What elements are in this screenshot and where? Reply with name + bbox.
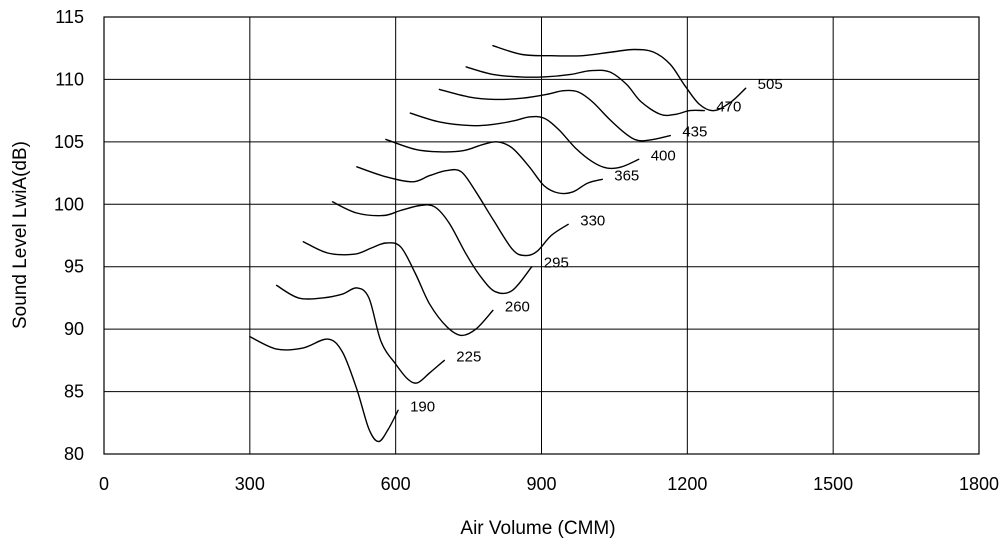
curve-label-400: 400	[651, 147, 676, 164]
curve-labels: 190 225 260 295 330 365 400 435 470 505	[410, 76, 783, 415]
y-tick-label: 85	[64, 382, 84, 402]
x-tick-label: 0	[99, 474, 109, 494]
curve-505	[492, 45, 747, 112]
curve-label-365: 365	[614, 167, 639, 184]
x-tick-labels: 0 300 600 900 1200 1500 1800	[99, 474, 999, 494]
curve-435	[438, 88, 671, 142]
curve-label-295: 295	[544, 255, 569, 272]
x-tick-label: 600	[381, 474, 411, 494]
curve-365	[385, 138, 603, 195]
curve-label-190: 190	[410, 398, 435, 415]
y-tick-label: 100	[54, 194, 84, 214]
plot-frame	[103, 16, 980, 455]
x-axis-title: Air Volume (CMM)	[460, 518, 615, 539]
curve-label-470: 470	[716, 99, 741, 116]
curves	[249, 45, 747, 443]
grid	[104, 17, 979, 454]
y-tick-labels: 80 85 90 95 100 105 110 115	[54, 7, 84, 464]
curve-label-330: 330	[580, 212, 605, 229]
curve-225	[275, 284, 445, 384]
curve-330	[356, 166, 569, 257]
y-tick-label: 115	[55, 7, 84, 27]
x-tick-label: 1800	[959, 474, 999, 494]
y-axis-title: Sound Level LwiA(dB)	[10, 141, 31, 329]
curve-295	[331, 201, 533, 295]
x-tick-label: 1500	[813, 474, 853, 494]
y-tick-label: 110	[55, 69, 84, 89]
curve-260	[302, 241, 494, 337]
y-tick-label: 95	[64, 257, 84, 277]
x-tick-label: 1200	[667, 474, 707, 494]
curve-400	[409, 112, 640, 170]
y-tick-label: 105	[54, 132, 84, 152]
curve-label-505: 505	[758, 76, 783, 93]
curve-label-435: 435	[682, 124, 707, 141]
x-tick-label: 900	[526, 474, 556, 494]
y-tick-label: 80	[64, 444, 84, 464]
curve-label-260: 260	[505, 298, 530, 315]
curve-label-225: 225	[456, 348, 481, 365]
y-tick-label: 90	[64, 319, 84, 339]
curve-470	[465, 66, 705, 117]
curve-190	[249, 335, 399, 443]
x-tick-label: 300	[235, 474, 265, 494]
